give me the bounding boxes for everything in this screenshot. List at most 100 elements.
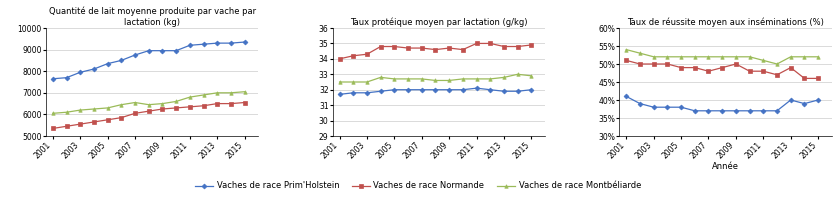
Vaches de race Prim'Holstein bbox=[334, 93, 344, 96]
Vaches de race Prim'Holstein bbox=[499, 90, 509, 92]
Vaches de race Montbéliarde bbox=[362, 81, 372, 83]
Vaches de race Montbéliarde bbox=[89, 108, 99, 110]
Line: Vaches de race Prim'Holstein: Vaches de race Prim'Holstein bbox=[624, 95, 820, 113]
Vaches de race Prim'Holstein bbox=[349, 92, 359, 94]
Vaches de race Montbéliarde bbox=[212, 92, 222, 94]
Vaches de race Montbéliarde bbox=[472, 78, 482, 80]
Vaches de race Prim'Holstein bbox=[621, 95, 631, 98]
Vaches de race Montbéliarde bbox=[690, 56, 700, 58]
Vaches de race Normande bbox=[362, 53, 372, 55]
Vaches de race Prim'Holstein bbox=[75, 71, 85, 73]
Vaches de race Montbéliarde bbox=[799, 56, 809, 58]
Vaches de race Prim'Holstein bbox=[703, 110, 713, 112]
Vaches de race Normande bbox=[444, 47, 454, 49]
Vaches de race Normande bbox=[212, 102, 222, 105]
Vaches de race Montbéliarde bbox=[758, 59, 768, 62]
Vaches de race Prim'Holstein bbox=[786, 99, 796, 101]
Vaches de race Prim'Holstein bbox=[362, 92, 372, 94]
Vaches de race Montbéliarde bbox=[676, 56, 686, 58]
Vaches de race Prim'Holstein bbox=[417, 89, 427, 91]
Vaches de race Montbéliarde bbox=[75, 109, 85, 111]
Vaches de race Prim'Holstein bbox=[458, 89, 468, 91]
Vaches de race Normande bbox=[403, 47, 413, 49]
Vaches de race Prim'Holstein bbox=[717, 110, 727, 112]
Vaches de race Normande bbox=[635, 63, 645, 65]
Vaches de race Montbéliarde bbox=[103, 107, 113, 109]
Vaches de race Normande bbox=[89, 121, 99, 123]
Vaches de race Montbéliarde bbox=[813, 56, 823, 58]
Vaches de race Normande bbox=[527, 44, 537, 46]
Vaches de race Prim'Holstein bbox=[690, 110, 700, 112]
Vaches de race Normande bbox=[48, 127, 58, 130]
Vaches de race Normande bbox=[690, 66, 700, 69]
Vaches de race Normande bbox=[334, 58, 344, 60]
Vaches de race Montbéliarde bbox=[621, 48, 631, 51]
Vaches de race Normande bbox=[431, 48, 441, 51]
Vaches de race Montbéliarde bbox=[48, 112, 58, 115]
Vaches de race Normande bbox=[499, 45, 509, 48]
Vaches de race Normande bbox=[717, 66, 727, 69]
Vaches de race Prim'Holstein bbox=[226, 42, 236, 44]
Vaches de race Montbéliarde bbox=[431, 79, 441, 82]
Vaches de race Montbéliarde bbox=[527, 75, 537, 77]
Vaches de race Normande bbox=[390, 45, 400, 48]
Vaches de race Normande bbox=[144, 110, 154, 112]
Vaches de race Normande bbox=[62, 125, 72, 127]
Vaches de race Montbéliarde bbox=[512, 73, 522, 75]
Vaches de race Prim'Holstein bbox=[240, 41, 250, 43]
Vaches de race Prim'Holstein bbox=[485, 89, 495, 91]
Vaches de race Normande bbox=[758, 70, 768, 72]
Vaches de race Prim'Holstein bbox=[772, 110, 782, 112]
Vaches de race Montbéliarde bbox=[731, 56, 741, 58]
Vaches de race Normande bbox=[240, 101, 250, 104]
Vaches de race Normande bbox=[799, 77, 809, 80]
Vaches de race Prim'Holstein bbox=[512, 90, 522, 92]
Vaches de race Normande bbox=[198, 105, 208, 107]
Vaches de race Prim'Holstein bbox=[662, 106, 672, 108]
Vaches de race Prim'Holstein bbox=[48, 78, 58, 80]
Vaches de race Montbéliarde bbox=[403, 78, 413, 80]
Vaches de race Prim'Holstein bbox=[375, 90, 385, 92]
Vaches de race Prim'Holstein bbox=[185, 44, 195, 46]
Vaches de race Montbéliarde bbox=[485, 78, 495, 80]
Vaches de race Prim'Holstein bbox=[799, 102, 809, 105]
Vaches de race Normande bbox=[103, 119, 113, 121]
Vaches de race Montbéliarde bbox=[717, 56, 727, 58]
Vaches de race Prim'Holstein bbox=[745, 110, 755, 112]
Vaches de race Montbéliarde bbox=[786, 56, 796, 58]
Vaches de race Montbéliarde bbox=[635, 52, 645, 54]
Vaches de race Prim'Holstein bbox=[731, 110, 741, 112]
Vaches de race Normande bbox=[185, 106, 195, 108]
Vaches de race Normande bbox=[375, 45, 385, 48]
Vaches de race Prim'Holstein bbox=[89, 68, 99, 70]
Vaches de race Normande bbox=[772, 74, 782, 76]
Line: Vaches de race Normande: Vaches de race Normande bbox=[338, 42, 533, 61]
Vaches de race Normande bbox=[116, 116, 126, 119]
Vaches de race Normande bbox=[662, 63, 672, 65]
Line: Vaches de race Prim'Holstein: Vaches de race Prim'Holstein bbox=[338, 86, 533, 96]
Vaches de race Normande bbox=[703, 70, 713, 72]
Vaches de race Normande bbox=[485, 42, 495, 45]
Vaches de race Prim'Holstein bbox=[212, 42, 222, 44]
Vaches de race Montbéliarde bbox=[171, 100, 181, 103]
Vaches de race Montbéliarde bbox=[144, 103, 154, 106]
Vaches de race Normande bbox=[417, 47, 427, 49]
Line: Vaches de race Prim'Holstein: Vaches de race Prim'Holstein bbox=[51, 40, 247, 80]
Title: Taux de réussite moyen aux inséminations (%): Taux de réussite moyen aux inséminations… bbox=[627, 18, 824, 27]
Vaches de race Montbéliarde bbox=[157, 102, 167, 105]
Vaches de race Montbéliarde bbox=[703, 56, 713, 58]
Vaches de race Normande bbox=[75, 123, 85, 125]
Vaches de race Montbéliarde bbox=[375, 76, 385, 79]
Vaches de race Normande bbox=[621, 59, 631, 62]
Line: Vaches de race Montbéliarde: Vaches de race Montbéliarde bbox=[624, 48, 820, 66]
Vaches de race Montbéliarde bbox=[198, 94, 208, 96]
Vaches de race Normande bbox=[171, 107, 181, 109]
Vaches de race Prim'Holstein bbox=[444, 89, 454, 91]
Vaches de race Normande bbox=[349, 55, 359, 57]
Vaches de race Prim'Holstein bbox=[198, 43, 208, 45]
Vaches de race Montbéliarde bbox=[334, 81, 344, 83]
Vaches de race Normande bbox=[676, 66, 686, 69]
Vaches de race Prim'Holstein bbox=[472, 87, 482, 89]
Vaches de race Prim'Holstein bbox=[649, 106, 659, 108]
Vaches de race Prim'Holstein bbox=[635, 102, 645, 105]
